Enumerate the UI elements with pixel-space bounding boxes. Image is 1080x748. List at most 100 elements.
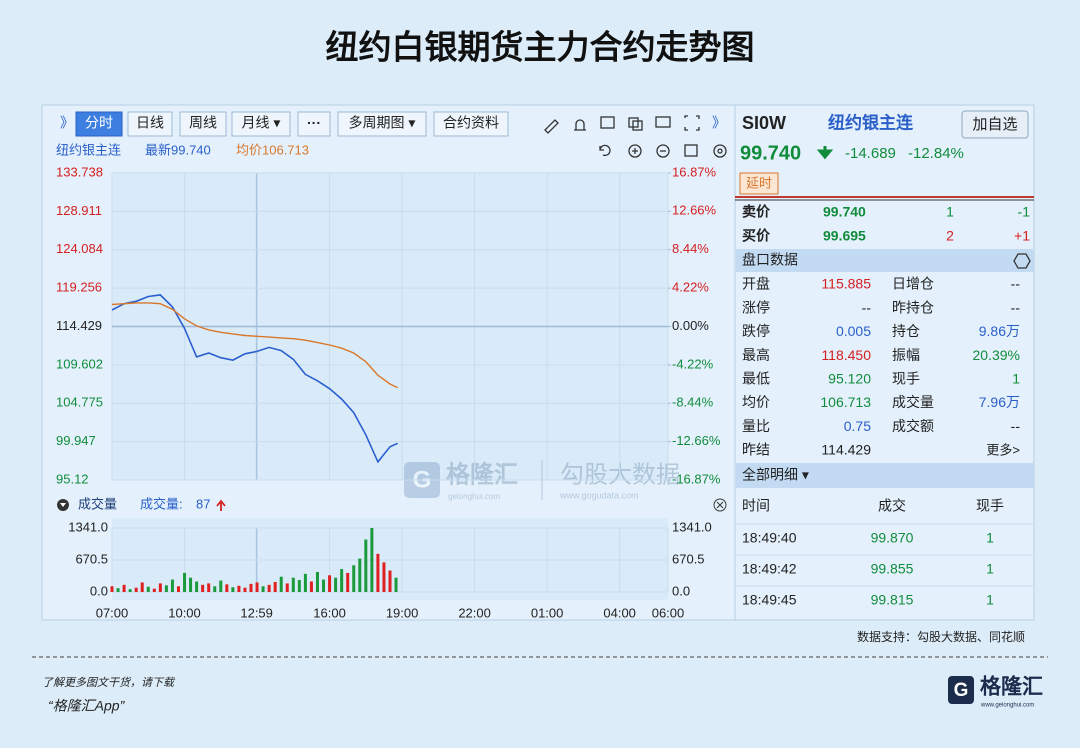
volume-bar [346,572,350,592]
add-watchlist[interactable]: 加自选 [972,116,1017,133]
volume-bar [279,576,283,592]
field-label: 成交量 [892,394,934,410]
volume-bar [328,575,332,592]
tab-button[interactable]: ··· [307,115,321,131]
ticks-table: 18:49:40 99.870 1 18:49:42 99.855 1 18:49:45 99… [736,523,1034,608]
instrument-name: 纽约银主连 [56,142,121,157]
close-icon[interactable] [713,498,727,512]
collapse-button[interactable]: 》 [712,115,726,131]
close-cross [716,501,724,509]
field-label: 量比 [742,418,770,434]
more-link[interactable]: 更多> [986,442,1020,457]
tick-size: 1 [986,530,994,546]
average-price: 均价106.713 [236,142,309,157]
tab-button-bg[interactable] [75,111,123,137]
volume-bar [195,581,199,592]
y-tick-label: 128.911 [56,203,102,218]
volume-bar [322,579,326,592]
y-tick-label: 114.429 [56,318,102,333]
ticks-header: 成交 [878,498,906,514]
y2-tick-label: 16.87% [672,164,717,179]
tab-button-bg[interactable] [337,111,427,137]
volume-bar [176,586,180,592]
volume-label: 成交量: [140,496,183,511]
volume-bar [303,573,307,592]
ask-change: -1 [1018,204,1031,220]
y-tick-label: 124.084 [56,241,103,256]
field-label: 昨结 [742,442,770,458]
volume-bar [207,583,211,592]
volume-bar [255,582,259,592]
field-value: -- [1011,276,1021,292]
y2-tick-label: -16.87% [672,471,721,486]
tab-button[interactable]: 分时 [85,115,113,131]
watermark-partner-url: www.gogudata.com [559,490,639,500]
chart-tool-icons[interactable] [599,144,727,158]
volume-bar [273,581,277,592]
volume-bar [116,588,120,592]
expand-button[interactable]: 》 [60,115,74,131]
field-value: 115.885 [821,276,871,292]
y-tick-label: 99.947 [56,433,96,448]
tab-button[interactable]: 日线 [136,115,164,131]
field-label: 均价 [742,394,770,410]
x-tick-label: 22:00 [458,605,491,620]
volume-bar [267,584,271,592]
volume-bar [334,577,338,592]
tab-button[interactable]: 周线 [189,115,217,131]
tab-button-bg[interactable] [127,111,173,137]
field-label: 振幅 [892,347,920,363]
bid-price: 99.695 [823,228,866,244]
volume-bar [382,562,386,592]
y2-tick-label: -12.66% [672,433,721,448]
tab-button-bg[interactable] [231,111,291,137]
y-tick-label: 109.602 [56,356,103,371]
field-value: 114.429 [821,442,871,458]
field-label: 日增仓 [892,276,934,292]
volume-bar [183,572,187,592]
volume-bar [358,558,362,592]
volume-bar [309,581,313,592]
volume-bar [291,577,295,592]
field-label: 涨停 [742,299,770,315]
x-tick-label: 01:00 [531,605,564,620]
tab-button[interactable]: 合约资料 [443,115,499,131]
tab-button[interactable]: 月线 ▾ [242,115,281,131]
ask-price: 99.740 [823,204,866,220]
volume-bar [134,587,138,592]
delay-badge [739,172,779,195]
tick-time: 18:49:42 [742,561,797,577]
add-watchlist-bg[interactable] [961,110,1029,139]
up-arrow [216,499,226,511]
ask-label: 卖价 [742,204,771,220]
field-value: -- [1011,299,1021,315]
volume-bar [285,583,289,592]
volume-bar [315,571,319,592]
watermark-brand-url: gelonghui.com [448,492,500,501]
tick-time: 18:49:40 [742,530,797,546]
tab-button-bg[interactable] [297,111,331,137]
volume-bar [352,565,356,592]
field-value: 118.450 [821,347,871,363]
volume-bar [213,586,217,592]
y2-tick-label: 12.66% [672,203,717,218]
quote-change-pct: -12.84% [908,145,964,162]
field-label: 开盘 [742,276,770,292]
tab-button-bg[interactable] [433,111,509,137]
price-line [111,294,399,464]
footer-logo-url: www.gelonghui.com [980,703,1034,709]
section-header [736,463,1034,488]
tab-button[interactable]: 多周期图 ▾ [349,115,416,131]
quote-code: SI0W [742,113,786,133]
ticks-title[interactable]: 全部明细 ▾ [742,467,809,483]
y-tick-label: 670.5 [75,551,108,566]
settings-icon[interactable] [1013,253,1031,269]
promo-app: “格隆汇App” [48,698,126,714]
toolbar-icons[interactable] [544,115,700,134]
ask-size: 1 [946,204,954,220]
x-tick-label: 10:00 [168,605,201,620]
quote-change: -14.689 [845,145,896,162]
tab-button-bg[interactable] [179,111,227,137]
